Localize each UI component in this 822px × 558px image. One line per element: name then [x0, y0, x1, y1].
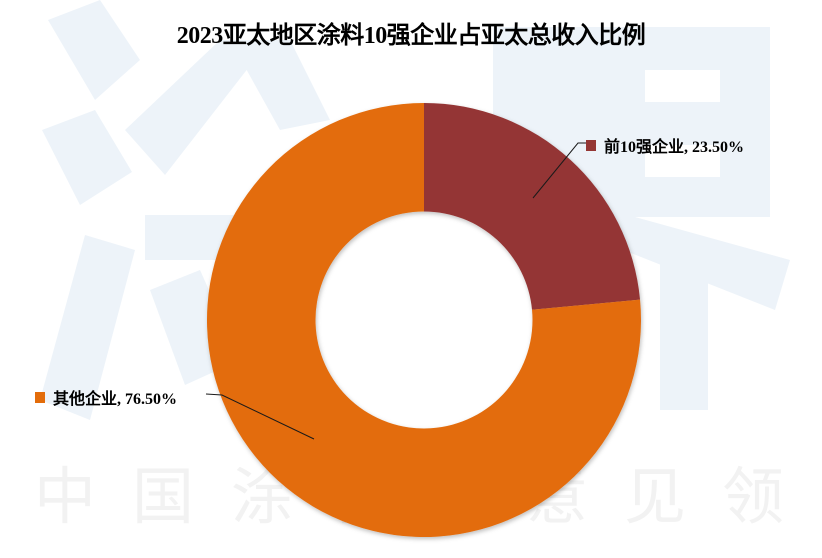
leader-line-top10: [532, 142, 586, 199]
donut-slices: [206, 103, 641, 537]
label-top10-text: 前10强企业, 23.50%: [604, 139, 745, 156]
chart-title: 2023亚太地区涂料10强企业占亚太总收入比例: [176, 23, 646, 49]
slice-others: [206, 103, 641, 537]
data-label-others: 其他企业, 76.50%: [35, 385, 177, 409]
slice-top10: [424, 103, 641, 310]
swatch-top10-icon: [586, 139, 596, 151]
label-others-text: 其他企业, 76.50%: [53, 391, 178, 408]
data-label-top10: 前10强企业, 23.50%: [586, 133, 744, 157]
swatch-others-icon: [35, 391, 45, 403]
leader-line-others: [205, 393, 315, 440]
